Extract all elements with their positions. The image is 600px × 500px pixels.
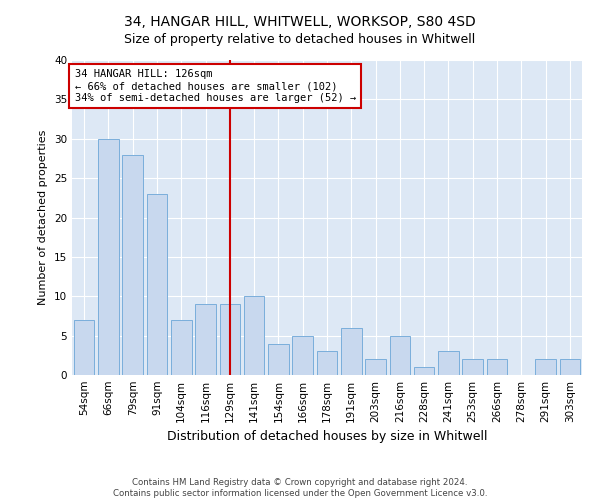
Bar [389, 336, 410, 375]
Bar [438, 352, 459, 375]
Bar [74, 320, 94, 375]
Text: 34, HANGAR HILL, WHITWELL, WORKSOP, S80 4SD: 34, HANGAR HILL, WHITWELL, WORKSOP, S80 … [124, 15, 476, 29]
Bar [414, 367, 434, 375]
Bar [146, 194, 167, 375]
Y-axis label: Number of detached properties: Number of detached properties [38, 130, 49, 305]
Bar [268, 344, 289, 375]
Bar [195, 304, 216, 375]
Bar [244, 296, 265, 375]
Bar [463, 359, 483, 375]
Text: 34 HANGAR HILL: 126sqm
← 66% of detached houses are smaller (102)
34% of semi-de: 34 HANGAR HILL: 126sqm ← 66% of detached… [74, 70, 356, 102]
Bar [341, 328, 362, 375]
Bar [487, 359, 508, 375]
Bar [292, 336, 313, 375]
Bar [535, 359, 556, 375]
Bar [122, 154, 143, 375]
Bar [171, 320, 191, 375]
Text: Contains HM Land Registry data © Crown copyright and database right 2024.
Contai: Contains HM Land Registry data © Crown c… [113, 478, 487, 498]
Text: Size of property relative to detached houses in Whitwell: Size of property relative to detached ho… [124, 32, 476, 46]
Bar [560, 359, 580, 375]
Bar [98, 138, 119, 375]
Bar [317, 352, 337, 375]
X-axis label: Distribution of detached houses by size in Whitwell: Distribution of detached houses by size … [167, 430, 487, 444]
Bar [365, 359, 386, 375]
Bar [220, 304, 240, 375]
